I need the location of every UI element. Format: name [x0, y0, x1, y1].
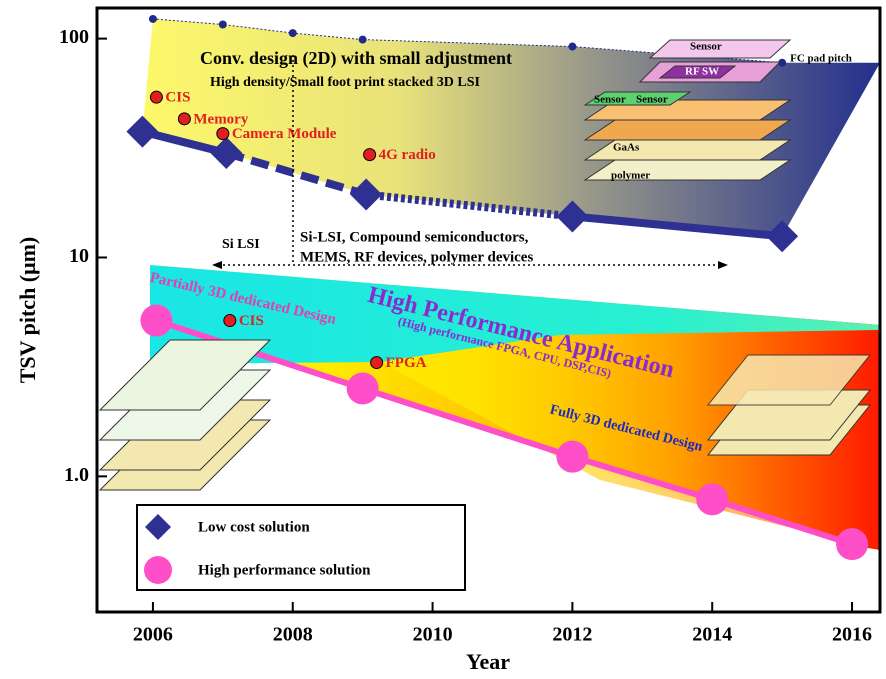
stack-label: RF SW: [685, 66, 719, 78]
y-axis-label: TSV pitch (μm): [15, 237, 40, 384]
application-point: [370, 356, 384, 370]
annotation: Conv. design (2D) with small adjustment: [200, 48, 512, 69]
application-label: FPGA: [386, 355, 427, 371]
annotation: High density/Small foot print stacked 3D…: [210, 75, 480, 90]
legend-label: High performance solution: [198, 562, 371, 578]
application-label: Camera Module: [232, 126, 337, 142]
stack-label: Sensor: [636, 94, 668, 106]
marker: [696, 483, 729, 516]
stack-label: polymer: [611, 170, 650, 182]
fc-pad-point: [778, 58, 787, 67]
y-tick-label: 100: [59, 26, 89, 48]
series-line: [361, 385, 574, 460]
fc-pad-point: [218, 20, 227, 29]
marker: [350, 178, 383, 211]
series-line: [711, 496, 853, 548]
series-line: [155, 317, 364, 392]
x-tick-label: 2012: [552, 624, 592, 646]
x-tick-label: 2006: [133, 624, 173, 646]
x-axis-label: Year: [466, 649, 510, 674]
partial-region: [150, 265, 880, 364]
marker: [210, 137, 243, 170]
marker: [556, 440, 589, 473]
stack-label: Sensor: [690, 41, 722, 53]
marker: [766, 220, 799, 253]
annotation: Si LSI: [222, 237, 260, 252]
application-point: [216, 127, 230, 141]
x-tick-label: 2010: [413, 624, 453, 646]
annotation: Si-LSI, Compound semiconductors,: [300, 229, 529, 245]
x-tick-label: 2014: [692, 624, 732, 646]
annotation: MEMS, RF devices, polymer devices: [300, 249, 533, 265]
legend-label: Low cost solution: [198, 519, 310, 535]
legend: [136, 504, 466, 591]
application-point: [223, 314, 237, 328]
fc-pad-point: [288, 29, 297, 38]
application-label: Memory: [193, 111, 248, 127]
fc-pad-point: [568, 42, 577, 51]
application-point: [149, 90, 163, 104]
series-line: [141, 127, 228, 157]
application-label: CIS: [165, 90, 190, 106]
marker: [346, 372, 379, 405]
stack-icon: [98, 339, 872, 491]
plot-frame: [95, 6, 882, 614]
x-tick-label: 2008: [273, 624, 313, 646]
marker: [140, 304, 173, 337]
arrow-head: [718, 261, 728, 269]
stack-label: GaAs: [613, 142, 640, 154]
legend-marker: [145, 514, 171, 540]
application-label: CIS: [239, 313, 264, 329]
marker: [556, 200, 589, 233]
stack-label: Sensor: [594, 94, 626, 106]
application-label: 4G radio: [379, 147, 436, 163]
series-line: [572, 212, 783, 241]
marker: [126, 115, 159, 148]
marker: [836, 528, 869, 561]
y-tick-label: 1.0: [64, 464, 89, 486]
fc-pad-point: [148, 14, 157, 23]
fc-pad-point: [358, 35, 367, 44]
fc-pad-label: FC pad pitch: [790, 52, 852, 64]
y-tick-label: 10: [69, 245, 89, 267]
application-point: [177, 112, 191, 126]
stack-icon: [583, 39, 792, 181]
legend-marker: [144, 556, 172, 584]
legend-items: Low cost solution High performance soluti…: [144, 514, 371, 584]
arrow-head: [212, 261, 222, 269]
x-tick-label: 2016: [832, 624, 872, 646]
application-point: [363, 148, 377, 162]
series-line: [571, 453, 714, 503]
series-line: [225, 149, 368, 199]
